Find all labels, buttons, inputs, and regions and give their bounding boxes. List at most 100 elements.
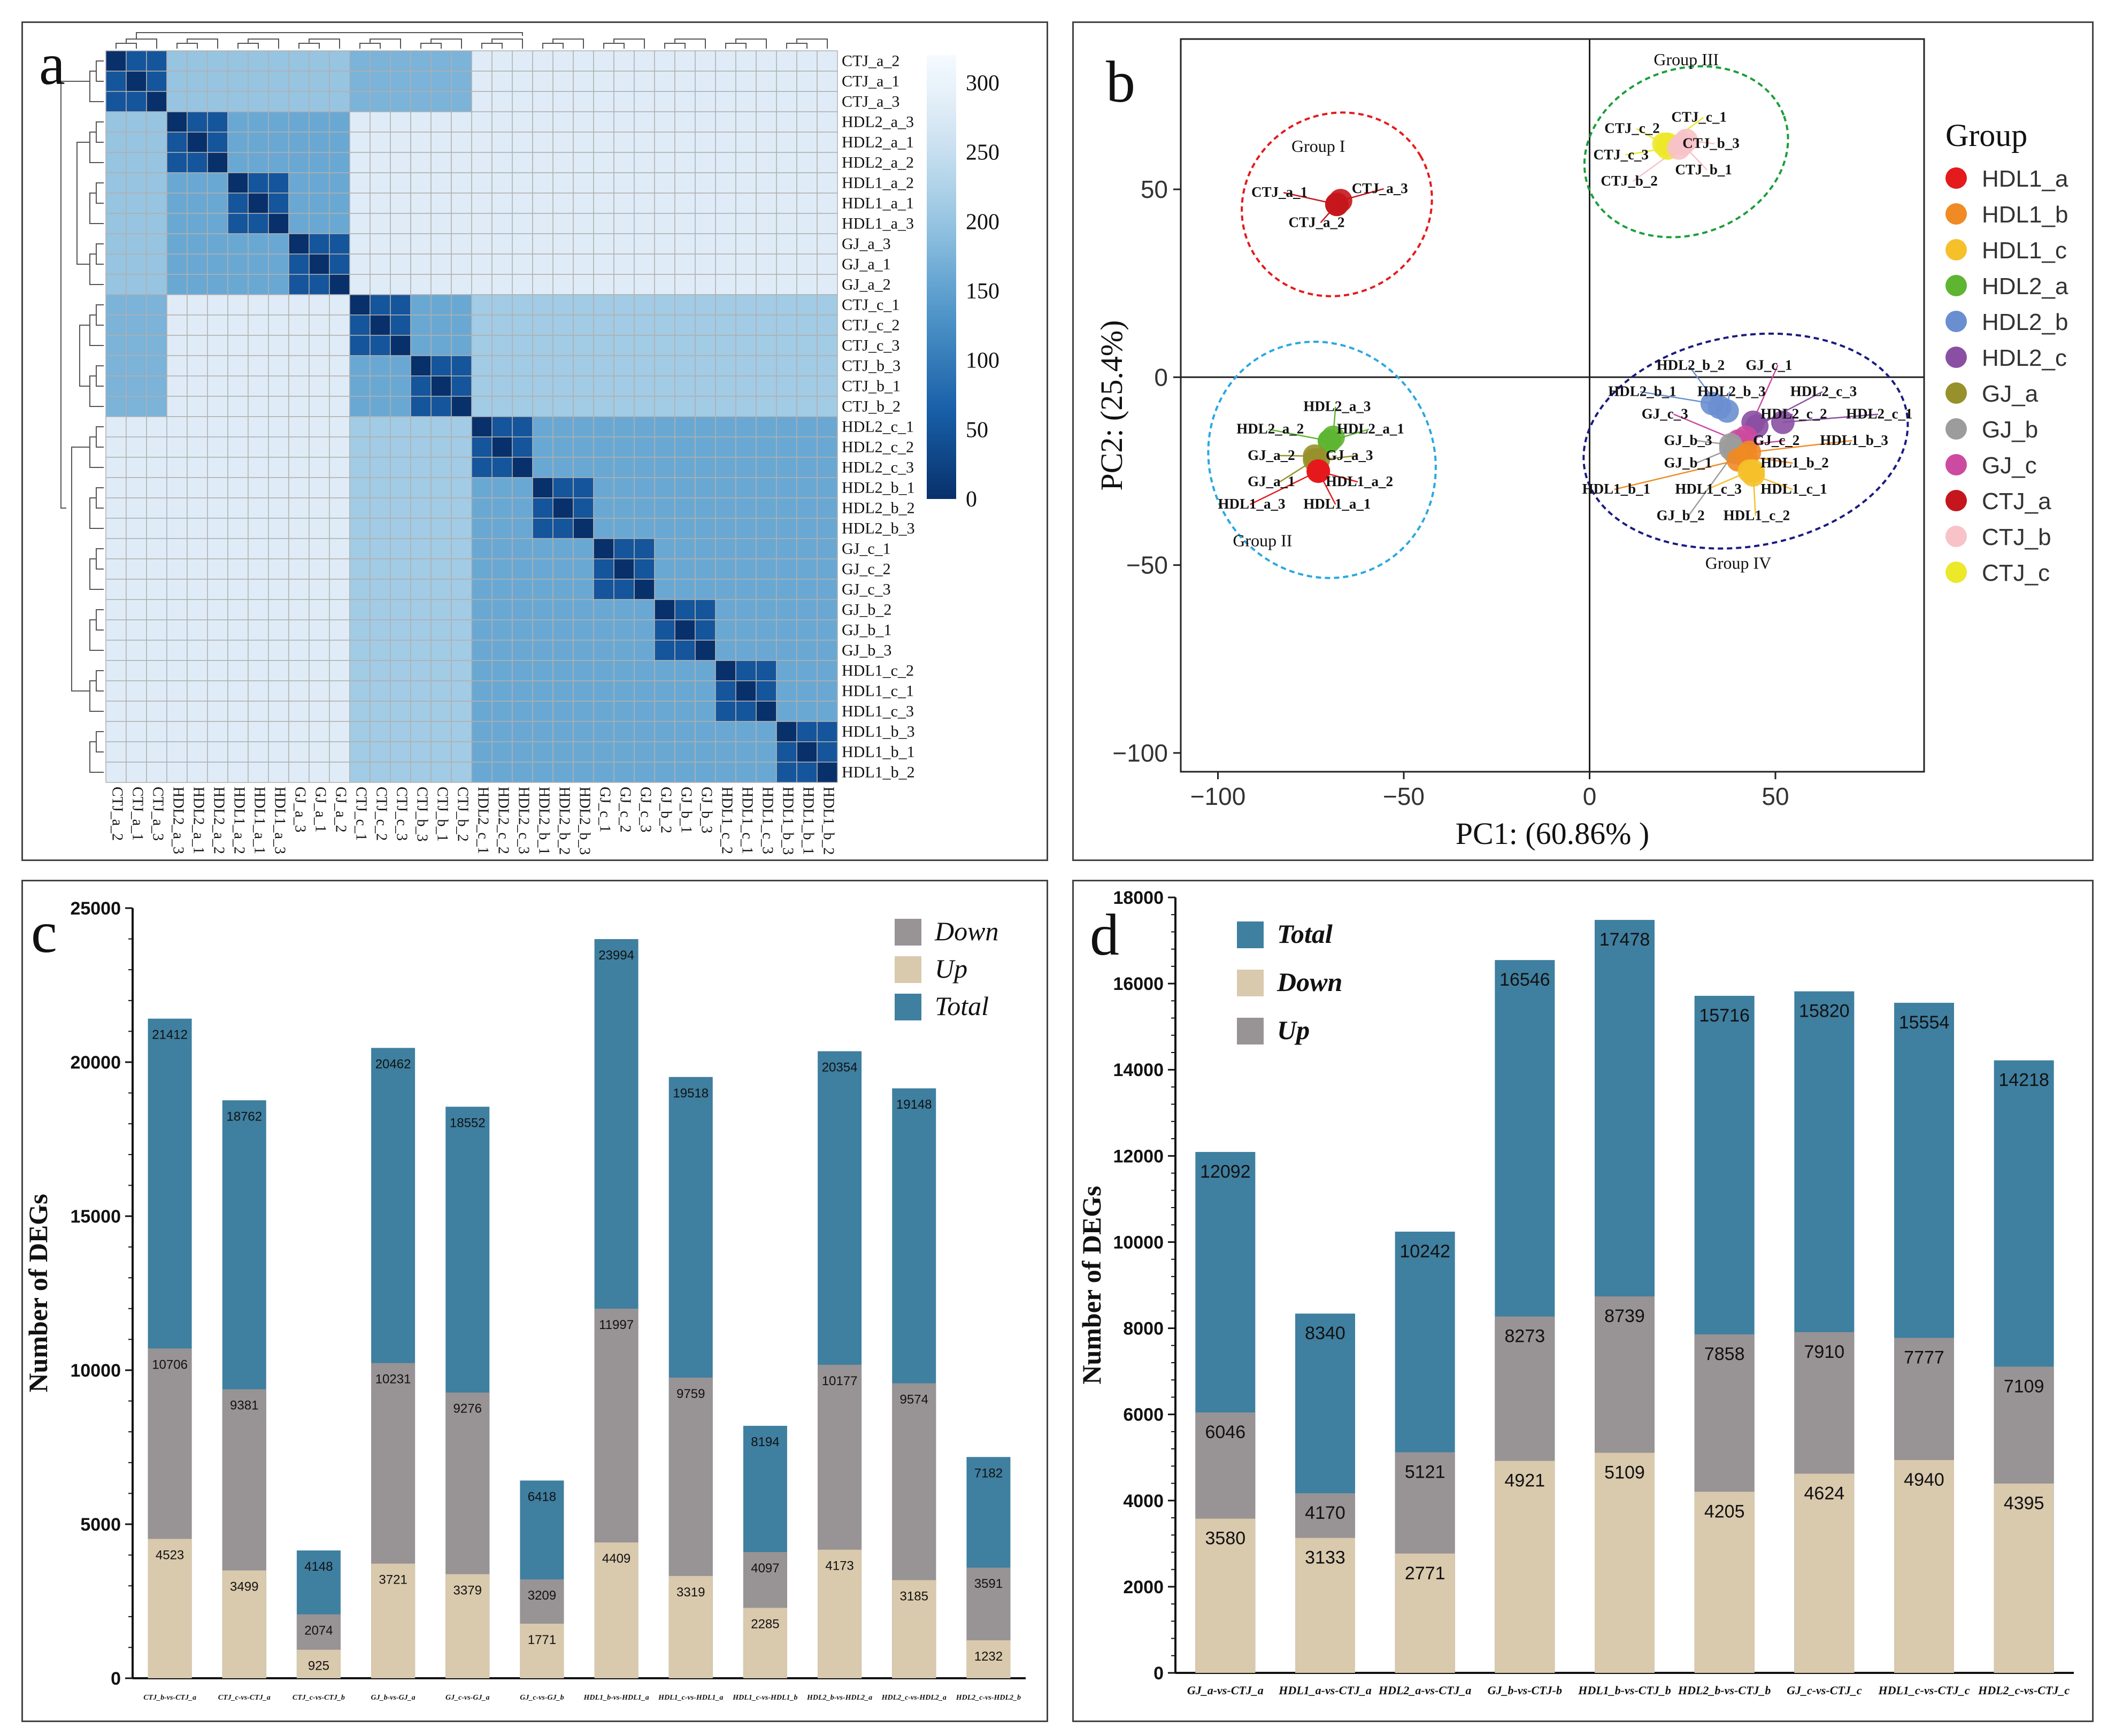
heatmap-cell (329, 355, 350, 377)
heatmap-cell (735, 660, 757, 681)
heatmap-cell (776, 680, 797, 702)
heatmap-cell (756, 538, 777, 559)
bar-value-label: 20354 (822, 1061, 858, 1075)
heatmap-cell (329, 579, 350, 600)
heatmap-cell (654, 152, 675, 173)
heatmap-cell (166, 213, 188, 234)
heatmap-cell (817, 558, 838, 580)
heatmap-cell (593, 274, 614, 295)
heatmap-cell (410, 538, 432, 559)
heatmap-cell (776, 213, 797, 234)
heatmap-cell (146, 314, 167, 336)
heatmap-cell (532, 457, 553, 478)
heatmap-cell (126, 741, 147, 763)
heatmap-cell (309, 111, 330, 133)
heatmap-cell (288, 152, 310, 173)
heatmap-cell (674, 375, 696, 397)
heatmap-cell (817, 457, 838, 478)
heatmap-cell (410, 518, 432, 539)
heatmap-cell (613, 640, 635, 661)
dendrogram-branch (89, 426, 104, 468)
heatmap-cell (227, 193, 249, 214)
heatmap-cell (573, 50, 594, 72)
heatmap-cell (695, 71, 716, 92)
heatmap-cell (756, 172, 777, 194)
heatmap-cell (491, 254, 513, 275)
heatmap-cell (268, 213, 289, 234)
heatmap-cell (573, 152, 594, 173)
heatmap-cell (593, 680, 614, 702)
row-label: GJ_c_1 (842, 540, 891, 558)
heatmap-cell (532, 762, 553, 783)
heatmap-cell (796, 660, 818, 681)
heatmap-cell (105, 579, 127, 600)
heatmap-cell (654, 193, 675, 214)
heatmap-cell (309, 355, 330, 377)
heatmap-cell (166, 762, 188, 783)
heatmap-cell (227, 111, 249, 133)
heatmap-cell (370, 355, 391, 377)
heatmap-cell (370, 50, 391, 72)
row-label: GJ_a_2 (842, 276, 891, 294)
heatmap-cell (166, 294, 188, 316)
legend-swatch (895, 956, 921, 983)
legend-label: CTJ_b (1982, 524, 2051, 550)
heatmap-cell (735, 375, 757, 397)
heatmap-cell (593, 741, 614, 763)
heatmap-cell (796, 172, 818, 194)
heatmap-cell (471, 233, 493, 255)
heatmap-cell (756, 762, 777, 783)
heatmap-cell (491, 721, 513, 742)
heatmap-cell (471, 518, 493, 539)
heatmap-cell (695, 294, 716, 316)
heatmap-cell (512, 701, 533, 722)
heatmap-cell (248, 396, 269, 417)
column-label: HDL1_a_1 (251, 787, 268, 854)
heatmap-cell (410, 497, 432, 519)
heatmap-cell (187, 335, 208, 356)
heatmap-cell (776, 579, 797, 600)
heatmap-cell (410, 619, 432, 641)
heatmap-cell (390, 294, 411, 316)
heatmap-cell (349, 355, 371, 377)
heatmap-cell (512, 274, 533, 295)
heatmap-cell (146, 599, 167, 620)
heatmap-cell (349, 701, 371, 722)
row-label: HDL1_b_1 (842, 743, 915, 761)
heatmap-cell (796, 50, 818, 72)
heatmap-cell (451, 558, 472, 580)
heatmap-cell (634, 497, 655, 519)
heatmap-cell (512, 741, 533, 763)
heatmap-cell (370, 640, 391, 661)
heatmap-cell (187, 741, 208, 763)
heatmap-cell (613, 294, 635, 316)
heatmap-cell (227, 233, 249, 255)
heatmap-cell (552, 477, 574, 498)
heatmap-cell (288, 579, 310, 600)
heatmap-cell (471, 558, 493, 580)
heatmap-cell (187, 477, 208, 498)
deg-bar-chart-d: 1800016000140001200010000800060004000200… (1076, 888, 2074, 1697)
legend-label: Up (935, 954, 967, 984)
heatmap-cell (491, 233, 513, 255)
point-label: GJ_b_3 (1664, 432, 1712, 448)
heatmap-cell (390, 599, 411, 620)
heatmap-cell (532, 538, 553, 559)
heatmap-cell (695, 599, 716, 620)
heatmap-cell (654, 558, 675, 580)
heatmap-cell (471, 741, 493, 763)
heatmap-cell (105, 762, 127, 783)
heatmap-cell (349, 416, 371, 437)
heatmap-cell (166, 416, 188, 437)
heatmap-cell (695, 375, 716, 397)
heatmap-cell (634, 436, 655, 458)
legend-label: Down (1276, 967, 1342, 997)
heatmap-cell (309, 335, 330, 356)
heatmap-cell (430, 477, 452, 498)
heatmap-cell (227, 132, 249, 153)
heatmap-cell (573, 132, 594, 153)
heatmap-cell (613, 497, 635, 519)
heatmap-cell (430, 314, 452, 336)
heatmap-cell (817, 762, 838, 783)
dendrogram-branch (89, 487, 104, 529)
